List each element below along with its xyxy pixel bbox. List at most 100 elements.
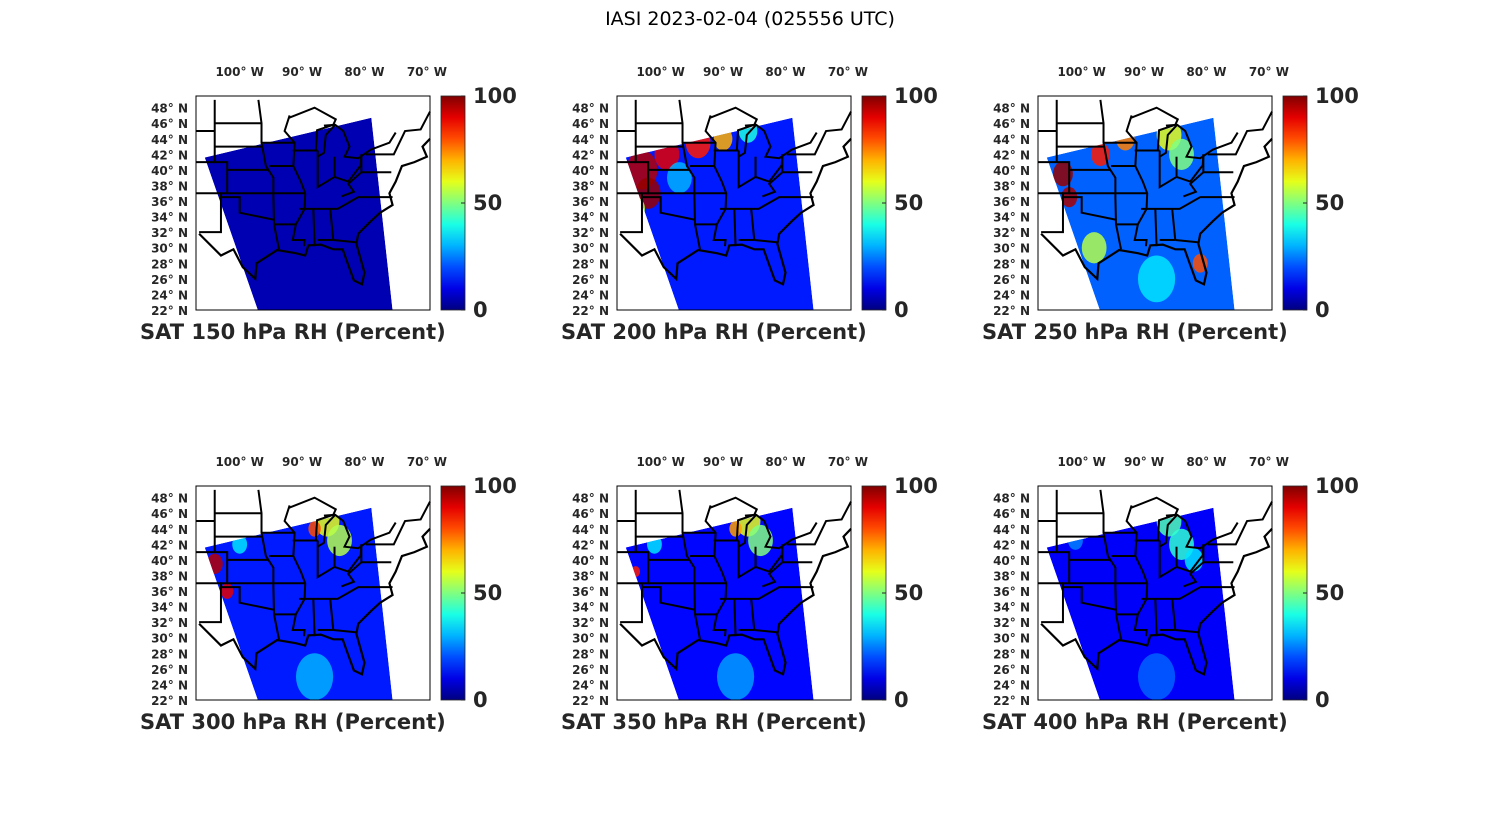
state-border	[1171, 208, 1177, 241]
state-border	[365, 501, 431, 546]
state-border	[762, 561, 784, 588]
map-svg: 100° W 90° W 80° W 70° W 48° N46° N 44° N42° …	[993, 65, 1359, 322]
state-border	[288, 106, 338, 151]
lon-tick-label: 70° W	[407, 65, 447, 79]
map-svg: 100° W 90° W 80° W 70° W 48° N46° N 44° N42° …	[151, 455, 517, 712]
lat-tick-label: 36° N	[572, 585, 609, 599]
lat-tick-label: 32° N	[151, 226, 188, 240]
lat-tick-label: 42° N	[993, 148, 1030, 162]
state-border	[333, 238, 356, 244]
lat-tick-label: 28° N	[572, 647, 609, 661]
lat-tick-label: 38° N	[151, 569, 188, 583]
state-border	[329, 208, 335, 241]
lat-tick-label: 30° N	[993, 632, 1030, 646]
lon-tick-label: 100° W	[636, 455, 684, 469]
map-frame	[195, 485, 431, 701]
state-border	[365, 111, 431, 156]
state-border	[1175, 628, 1198, 634]
data-layer	[625, 117, 814, 310]
lat-tick-label: 30° N	[572, 632, 609, 646]
colorbar-tick-label: 0	[1315, 298, 1330, 322]
lon-tick-label: 70° W	[828, 65, 868, 79]
lat-tick-label: 30° N	[151, 632, 188, 646]
state-border	[341, 561, 363, 588]
lon-tick-label: 70° W	[828, 455, 868, 469]
lat-tick-label: 22° N	[151, 694, 188, 708]
coastline	[198, 138, 431, 286]
lat-tick-label: 48° N	[993, 102, 1030, 116]
rh-data-blob	[748, 524, 773, 557]
lon-tick-label: 80° W	[1186, 65, 1226, 79]
state-border	[329, 598, 335, 631]
lat-tick-label: 22° N	[993, 694, 1030, 708]
state-border	[744, 123, 818, 160]
state-border	[709, 496, 759, 541]
lat-tick-label: 48° N	[572, 102, 609, 116]
state-border	[1062, 196, 1117, 221]
state-border	[704, 505, 728, 637]
colorbar-tick-label: 0	[894, 688, 909, 712]
lat-tick-label: 34° N	[151, 211, 188, 225]
swath-base	[204, 507, 393, 700]
lon-tick-label: 90° W	[282, 65, 322, 79]
state-border	[1183, 171, 1205, 198]
map-frame	[616, 485, 852, 701]
lat-tick-label: 44° N	[151, 133, 188, 147]
state-border	[317, 514, 336, 548]
state-border	[1165, 123, 1239, 160]
state-border	[1159, 124, 1178, 158]
state-border	[323, 513, 397, 550]
state-border	[641, 196, 696, 221]
state-border	[1130, 106, 1180, 151]
subplot-1: 100° W 90° W 80° W 70° W 48° N 46° N 44° N 42° …	[136, 58, 556, 358]
lon-tick-label: 70° W	[1249, 65, 1289, 79]
state-border	[719, 586, 814, 600]
colorbar-tick-label: 100	[894, 84, 938, 108]
state-border	[1154, 208, 1158, 247]
state-border	[1099, 99, 1122, 250]
lat-tick-label: 48° N	[572, 492, 609, 506]
subplot-title: SAT 300 hPa RH (Percent)	[140, 710, 446, 734]
lat-tick-label: 38° N	[993, 569, 1030, 583]
lat-tick-label: 46° N	[993, 507, 1030, 521]
colorbar-tick-label: 50	[1315, 581, 1344, 605]
coastline	[619, 138, 852, 286]
colorbar-tick-label: 100	[473, 84, 517, 108]
state-border	[1130, 496, 1180, 541]
lat-tick-label: 36° N	[151, 585, 188, 599]
data-layer	[1046, 117, 1235, 310]
lat-tick-label: 30° N	[572, 242, 609, 256]
rh-data-blob	[1053, 161, 1073, 187]
state-border	[1165, 513, 1239, 550]
lat-tick-label: 28° N	[572, 257, 609, 271]
lat-tick-label: 26° N	[572, 663, 609, 677]
state-border	[762, 171, 784, 198]
state-border	[1183, 561, 1205, 588]
rh-data-blob	[327, 524, 352, 557]
state-border	[257, 99, 280, 250]
subplot-5: 100° W 90° W 80° W 70° W 48° N 46° N 44° N 42° …	[557, 448, 977, 748]
state-border	[641, 586, 696, 611]
rh-data-blob	[1081, 232, 1107, 264]
lon-tick-label: 90° W	[703, 455, 743, 469]
state-border	[719, 196, 814, 210]
state-border	[298, 586, 393, 600]
figure-title: IASI 2023-02-04 (025556 UTC)	[605, 8, 895, 30]
lat-tick-label: 26° N	[993, 663, 1030, 677]
state-border	[1140, 586, 1235, 600]
subplot-2: 100° W 90° W 80° W 70° W 48° N 46° N 44° N 42° …	[557, 58, 977, 358]
lon-tick-label: 80° W	[765, 455, 805, 469]
lat-tick-label: 36° N	[993, 585, 1030, 599]
colorbar-tick-label: 100	[1315, 84, 1359, 108]
state-border	[750, 598, 756, 631]
lat-tick-label: 46° N	[993, 117, 1030, 131]
lat-tick-label: 44° N	[993, 133, 1030, 147]
state-border	[298, 196, 393, 210]
state-border	[220, 586, 275, 611]
lat-tick-label: 22° N	[572, 304, 609, 318]
lon-tick-label: 90° W	[1124, 455, 1164, 469]
state-border	[288, 496, 338, 541]
state-border	[1140, 196, 1235, 210]
lat-tick-label: 42° N	[151, 538, 188, 552]
